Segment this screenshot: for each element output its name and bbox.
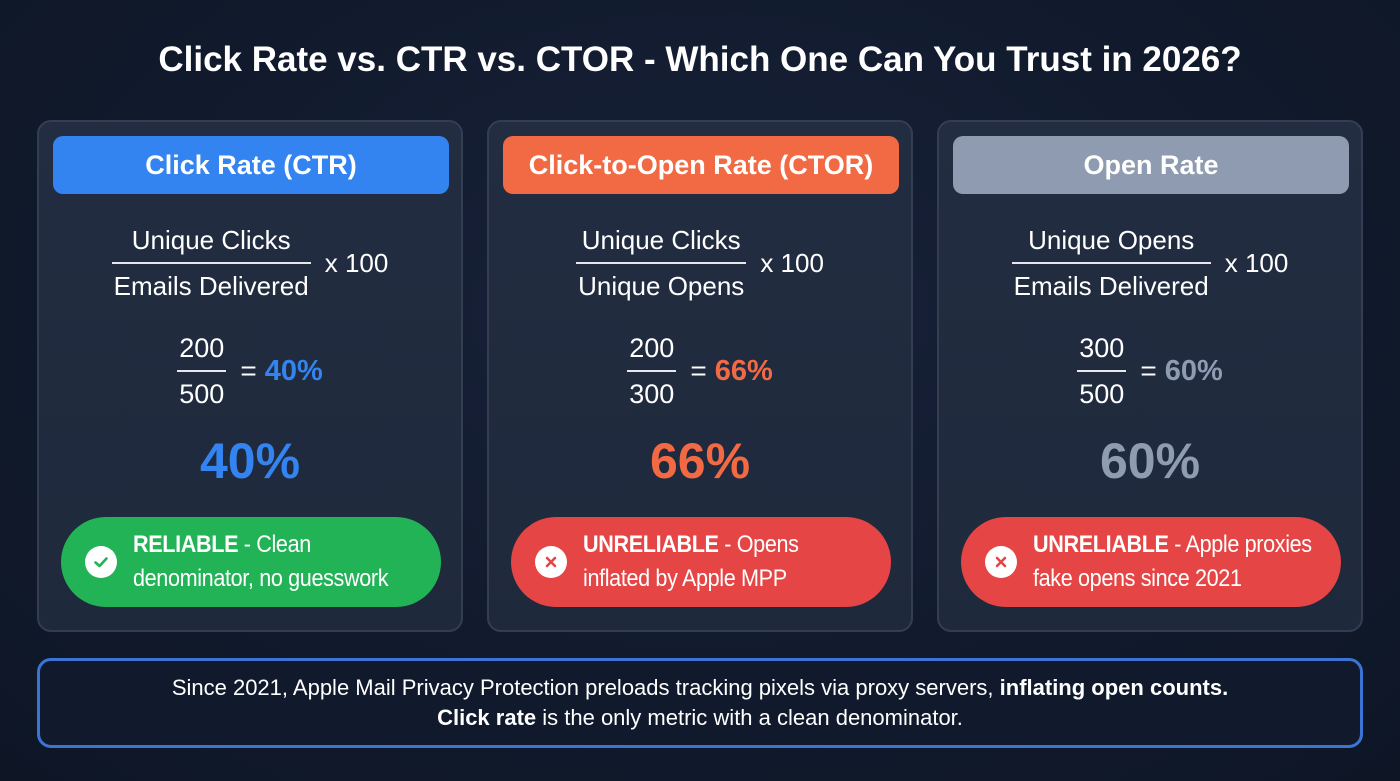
formula-multiplier: x 100 [760,247,824,278]
formula: Unique Clicks Unique Opens x 100 [489,224,911,302]
badge-separator: - [718,531,737,558]
formula-denominator: Emails Delivered [1013,271,1209,301]
fraction-bar [1077,370,1127,372]
fraction-bar [576,262,747,264]
footnote-line2: Click rate is the only metric with a cle… [437,703,963,733]
example-denominator: 300 [629,379,675,409]
badge-line2: fake opens since 2021 [1033,565,1242,592]
badge-separator: - [1168,531,1186,558]
big-value: 60% [1099,433,1201,489]
formula-fraction: Unique Clicks Emails Delivered [111,224,311,302]
footnote-line1: Since 2021, Apple Mail Privacy Protectio… [172,673,1228,703]
big-value: 66% [649,433,751,489]
card-header-click-rate: Click Rate (CTR) [53,136,449,194]
formula-numerator: Unique Opens [1028,225,1195,255]
footnote-line2-emphasis: Click rate [437,705,537,730]
fraction-bar [627,370,677,372]
badge-line1: Clean [256,531,311,558]
footnote-box: Since 2021, Apple Mail Privacy Protectio… [37,658,1363,748]
equals-sign: = [1140,355,1157,386]
footnote-line1-text: Since 2021, Apple Mail Privacy Protectio… [171,675,1000,700]
fraction-bar [111,262,311,264]
x-circle-icon [535,546,567,578]
status-badge-unreliable: UNRELIABLE - Apple proxies fake opens si… [961,517,1341,607]
example-fraction: 300 500 [1077,332,1127,410]
badge-line2: denominator, no guesswork [133,565,389,592]
badge-line1: Apple proxies [1185,531,1313,558]
equals-sign: = [240,355,257,386]
formula-multiplier: x 100 [1224,247,1289,278]
formula: Unique Clicks Emails Delivered x 100 [39,224,461,302]
status-badge-unreliable: UNRELIABLE - Opens inflated by Apple MPP [511,517,891,607]
big-value: 40% [199,433,301,489]
badge-line1: Opens [736,531,799,558]
example-calculation: 200 500 = 40% [39,332,461,410]
example-denominator: 500 [1079,379,1125,409]
check-circle-icon [85,546,117,578]
badge-label: UNRELIABLE [1033,531,1169,558]
footnote-line1-emphasis: inflating open counts. [999,675,1229,700]
card-header-open-rate: Open Rate [953,136,1349,194]
example-numerator: 200 [179,333,225,363]
badge-text: UNRELIABLE - Opens inflated by Apple MPP [583,528,799,596]
badge-text: RELIABLE - Clean denominator, no guesswo… [133,528,389,596]
example-fraction: 200 500 [177,332,227,410]
badge-label: RELIABLE [133,531,239,558]
badge-separator: - [238,531,257,558]
example-calculation: 200 300 = 66% [489,332,911,410]
formula: Unique Opens Emails Delivered x 100 [939,224,1361,302]
card-click-to-open-rate: Click-to-Open Rate (CTOR) Unique Clicks … [487,120,913,632]
example-fraction: 200 300 [627,332,677,410]
badge-line2: inflated by Apple MPP [583,565,787,592]
formula-fraction: Unique Clicks Unique Opens [576,224,747,302]
card-header-ctor: Click-to-Open Rate (CTOR) [503,136,899,194]
card-click-rate: Click Rate (CTR) Unique Clicks Emails De… [37,120,463,632]
card-open-rate: Open Rate Unique Opens Emails Delivered … [937,120,1363,632]
example-result: 60% [1164,354,1223,387]
badge-text: UNRELIABLE - Apple proxies fake opens si… [1033,528,1312,596]
example-result: 40% [264,354,323,387]
equals-sign: = [690,355,707,386]
formula-numerator: Unique Clicks [131,225,291,255]
badge-label: UNRELIABLE [583,531,719,558]
formula-multiplier: x 100 [324,247,389,278]
footnote-line2-text: is the only metric with a clean denomina… [536,705,963,730]
formula-denominator: Unique Opens [578,271,745,301]
x-circle-icon [985,546,1017,578]
page-title: Click Rate vs. CTR vs. CTOR - Which One … [158,40,1242,79]
example-numerator: 200 [629,333,675,363]
status-badge-reliable: RELIABLE - Clean denominator, no guesswo… [61,517,441,607]
formula-numerator: Unique Clicks [581,225,741,255]
example-denominator: 500 [179,379,225,409]
formula-denominator: Emails Delivered [113,271,309,301]
example-numerator: 300 [1079,333,1125,363]
example-calculation: 300 500 = 60% [939,332,1361,410]
fraction-bar [1011,262,1211,264]
example-result: 66% [714,354,773,387]
formula-fraction: Unique Opens Emails Delivered [1011,224,1211,302]
fraction-bar [177,370,227,372]
